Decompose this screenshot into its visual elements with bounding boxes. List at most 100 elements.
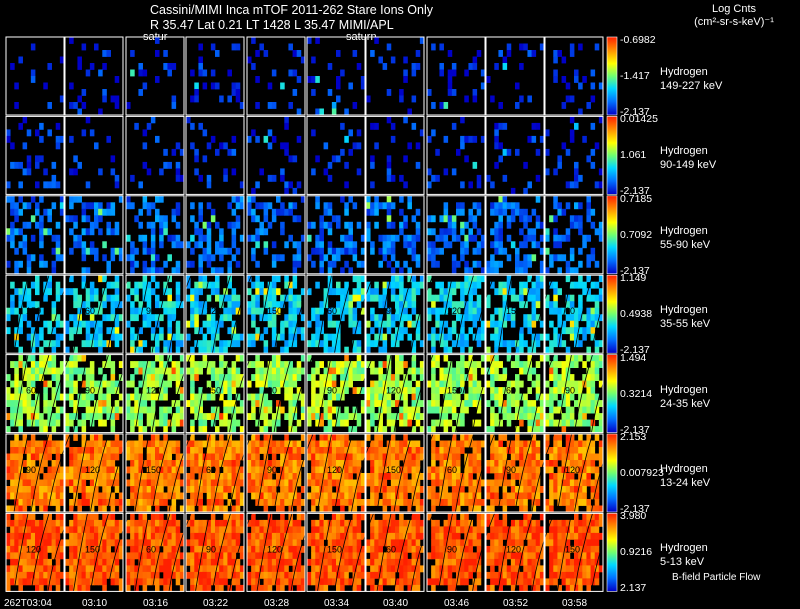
heatmap-cell <box>55 181 61 189</box>
heatmap-cell <box>323 453 329 461</box>
heatmap-cell <box>292 406 298 414</box>
heatmap-cell <box>539 354 545 362</box>
heatmap-cell <box>311 367 316 375</box>
heatmap-cell <box>73 406 78 414</box>
heatmap-cell <box>431 426 436 433</box>
heatmap-cell <box>574 281 579 289</box>
heatmap-cell <box>114 558 120 566</box>
heatmap-cell <box>150 519 156 527</box>
heatmap-cell <box>578 460 583 467</box>
heatmap-cell <box>352 142 358 150</box>
heatmap-cell <box>296 453 302 461</box>
heatmap-cell <box>215 505 220 513</box>
heatmap-cell <box>134 314 139 322</box>
heatmap-cell <box>251 393 256 401</box>
heatmap-cell <box>30 69 36 77</box>
heatmap-cell <box>198 413 203 420</box>
heatmap-cell <box>215 241 220 249</box>
heatmap-cell <box>26 387 32 394</box>
heatmap-cell <box>114 539 120 547</box>
heatmap-cell <box>486 174 491 182</box>
heatmap-cell <box>138 479 143 487</box>
heatmap-cell <box>6 413 11 420</box>
heatmap-cell <box>292 413 298 420</box>
heatmap-cell <box>431 419 436 427</box>
heatmap-cell <box>494 486 499 493</box>
heatmap-cell <box>14 479 19 487</box>
heatmap-cell <box>586 327 591 335</box>
heatmap-cell <box>81 89 87 96</box>
heatmap-cell <box>569 95 575 103</box>
heatmap-cell <box>215 221 220 229</box>
heatmap-cell <box>366 288 371 296</box>
heatmap-cell <box>348 221 353 229</box>
heatmap-cell <box>255 367 260 375</box>
heatmap-cell <box>126 565 131 573</box>
heatmap-cell <box>163 361 168 368</box>
heatmap-cell <box>179 241 185 249</box>
heatmap-cell <box>239 426 245 433</box>
heatmap-cell <box>163 221 168 229</box>
heatmap-cell <box>35 571 40 579</box>
heatmap-cell <box>255 400 260 407</box>
heatmap-cell <box>247 234 252 242</box>
heatmap-cell <box>175 241 181 249</box>
heatmap-cell <box>267 374 273 381</box>
heatmap-cell <box>431 406 436 414</box>
heatmap-cell <box>215 426 220 433</box>
heatmap-cell <box>390 380 396 388</box>
heatmap-cell <box>594 413 600 420</box>
heatmap-cell <box>39 584 44 592</box>
heatmap-cell <box>94 413 99 420</box>
heatmap-cell <box>494 340 499 348</box>
heatmap-cell <box>6 539 11 547</box>
heatmap-cell <box>460 413 465 420</box>
heatmap-cell <box>134 473 139 480</box>
heatmap-cell <box>386 387 392 394</box>
heatmap-cell <box>239 195 245 203</box>
heatmap-cell <box>319 473 324 480</box>
heatmap-cell <box>594 426 600 433</box>
heatmap-cell <box>590 447 596 454</box>
heatmap-cell <box>134 406 139 414</box>
heatmap-cell <box>55 135 61 143</box>
heatmap-cell <box>307 492 312 500</box>
heatmap-cell <box>490 181 495 189</box>
heatmap-cell <box>494 400 499 407</box>
heatmap-cell <box>464 466 469 474</box>
plot-subtitle: R 35.47 Lat 0.21 LT 1428 L 35.47 MIMI/AP… <box>150 18 394 32</box>
heatmap-cell <box>356 453 362 461</box>
heatmap-cell <box>574 122 579 130</box>
heatmap-cell <box>259 288 264 296</box>
heatmap-cell <box>336 387 341 394</box>
heatmap-cell <box>331 108 337 116</box>
heatmap-cell <box>360 447 366 454</box>
heatmap-cell <box>515 148 520 156</box>
heatmap-cell <box>77 327 82 335</box>
heatmap-cell <box>194 400 199 407</box>
heatmap-cell <box>114 578 120 586</box>
heatmap-cell <box>431 374 436 381</box>
heatmap-cell <box>89 387 95 394</box>
plot-title: Cassini/MIMI Inca mTOF 2011-262 Stare Io… <box>150 3 433 17</box>
heatmap-cell <box>490 492 495 500</box>
heatmap-cell <box>403 181 408 189</box>
heatmap-cell <box>523 486 528 493</box>
heatmap-cell <box>198 228 203 236</box>
heatmap-cell <box>190 434 195 441</box>
heatmap-cell <box>447 50 453 57</box>
heatmap-cell <box>159 387 164 394</box>
heatmap-cell <box>190 526 195 534</box>
heatmap-cell <box>146 453 152 461</box>
heatmap-cell <box>59 539 65 547</box>
heatmap-cell <box>134 565 139 573</box>
heatmap-cell <box>69 552 74 560</box>
heatmap-cell <box>519 228 524 236</box>
heatmap-cell <box>565 95 571 103</box>
heatmap-cell <box>323 288 329 296</box>
heatmap-cell <box>271 314 277 322</box>
heatmap-cell <box>531 314 537 322</box>
heatmap-cell <box>210 479 216 487</box>
heatmap-cell <box>198 532 203 540</box>
heatmap-cell <box>30 440 36 448</box>
